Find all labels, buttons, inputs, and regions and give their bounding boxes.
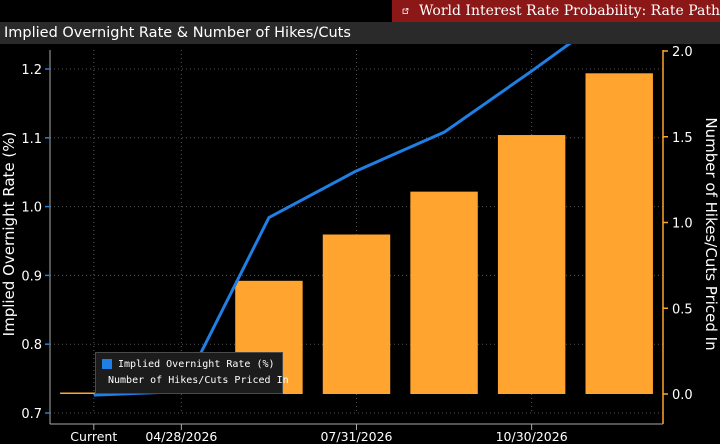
rate-path-chart: 0.7 0.8 0.9 1.0 1.1 1.2 0.0 0.5 1.0 1.5 2.0 Curre… <box>0 44 720 444</box>
legend-label-hikes: Number of Hikes/Cuts Priced In <box>108 374 289 386</box>
bar-6 <box>585 73 653 395</box>
x-tick-label-0: Current <box>70 429 117 444</box>
window-title: World Interest Rate Probability: Rate Pa… <box>418 3 720 19</box>
right-tick-label-2: 1.0 <box>672 217 693 232</box>
title-bar: World Interest Rate Probability: Rate Pa… <box>0 0 720 22</box>
left-tick-label-0: 0.7 <box>21 407 42 422</box>
window-title-box: World Interest Rate Probability: Rate Pa… <box>392 0 720 22</box>
legend-item-rate: Implied Overnight Rate (%) <box>102 357 282 371</box>
right-tick-label-1: 0.5 <box>672 302 693 317</box>
x-tick-label-1: 04/28/2026 <box>145 429 217 444</box>
bars-series <box>60 73 653 395</box>
x-tick-label-3: 10/30/2026 <box>496 429 568 444</box>
left-y-ticks: 0.7 0.8 0.9 1.0 1.1 1.2 <box>21 63 50 422</box>
legend-item-hikes: Number of Hikes/Cuts Priced In <box>102 373 289 387</box>
x-tick-label-2: 07/31/2026 <box>320 429 392 444</box>
chart-title: Implied Overnight Rate & Number of Hikes… <box>4 25 351 41</box>
legend-swatch-blue <box>102 359 112 369</box>
right-tick-label-4: 2.0 <box>672 45 693 60</box>
bar-4 <box>410 191 478 394</box>
bar-0 <box>60 392 128 394</box>
right-y-ticks: 0.0 0.5 1.0 1.5 2.0 <box>663 45 693 403</box>
left-tick-label-5: 1.2 <box>21 63 42 78</box>
right-tick-label-0: 0.0 <box>672 388 693 403</box>
left-tick-label-4: 1.1 <box>21 132 42 147</box>
bar-5 <box>497 135 566 394</box>
chart-header: Implied Overnight Rate & Number of Hikes… <box>0 22 720 44</box>
left-tick-label-1: 0.8 <box>21 338 42 353</box>
x-ticks: Current 04/28/2026 07/31/2026 10/30/2026 <box>70 424 568 444</box>
legend-label-rate: Implied Overnight Rate (%) <box>118 358 275 370</box>
left-tick-label-3: 1.0 <box>21 201 42 216</box>
left-tick-label-2: 0.9 <box>21 269 42 284</box>
legend: Implied Overnight Rate (%) Number of Hik… <box>95 352 289 394</box>
external-link-icon[interactable] <box>402 4 409 18</box>
gridlines <box>50 50 663 414</box>
y-axis-left-label: Implied Overnight Rate (%) <box>0 132 18 337</box>
bar-3 <box>322 234 391 394</box>
y-axis-right-label: Number of Hikes/Cuts Priced In <box>702 117 720 350</box>
right-tick-label-3: 1.5 <box>672 131 693 146</box>
